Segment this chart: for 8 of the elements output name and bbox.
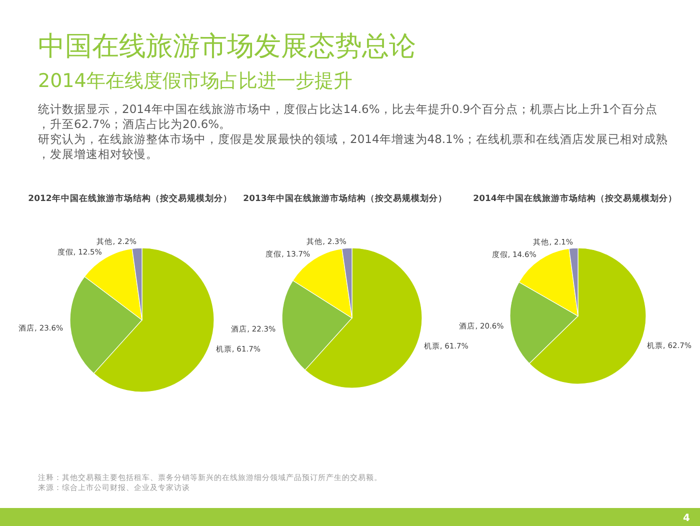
text: 2014年在线度假市场占比进一步提升 — [38, 70, 352, 92]
text: 研究认为，在线旅游整体市场中，度假是发展最快的领域，2014年增速为48.1%；在线机票和在线酒店发展已相对成熟，发展增速相对较慢。 — [38, 132, 668, 161]
chart-title: 2013年中国在线旅游市场结构（按交易规模划分） — [243, 193, 447, 204]
text: 4 — [683, 513, 690, 524]
chart-title: 2014年中国在线旅游市场结构（按交易规模划分） — [473, 193, 677, 204]
chart-title: 2012年中国在线旅游市场结构（按交易规模划分） — [28, 193, 232, 204]
text: 中国在线旅游市场发展态势总论 — [38, 31, 416, 62]
text: 统计数据显示，2014年中国在线旅游市场中，度假占比达14.6%，比去年提升0.9个百分点；机票占比上升1个百分点，升至62.7%；酒店占比为20.6%。 — [38, 102, 658, 131]
